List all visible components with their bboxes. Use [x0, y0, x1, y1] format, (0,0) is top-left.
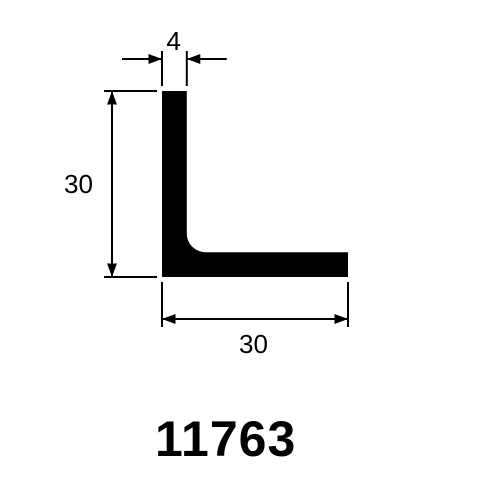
part-number: 11763: [155, 410, 296, 468]
dim-horizontal-label: 30: [239, 329, 268, 360]
dimension-lines: [104, 51, 348, 327]
dim-vertical-label: 30: [64, 169, 93, 200]
dim-thickness-label: 4: [166, 26, 180, 57]
l-profile-shape: [162, 91, 348, 277]
